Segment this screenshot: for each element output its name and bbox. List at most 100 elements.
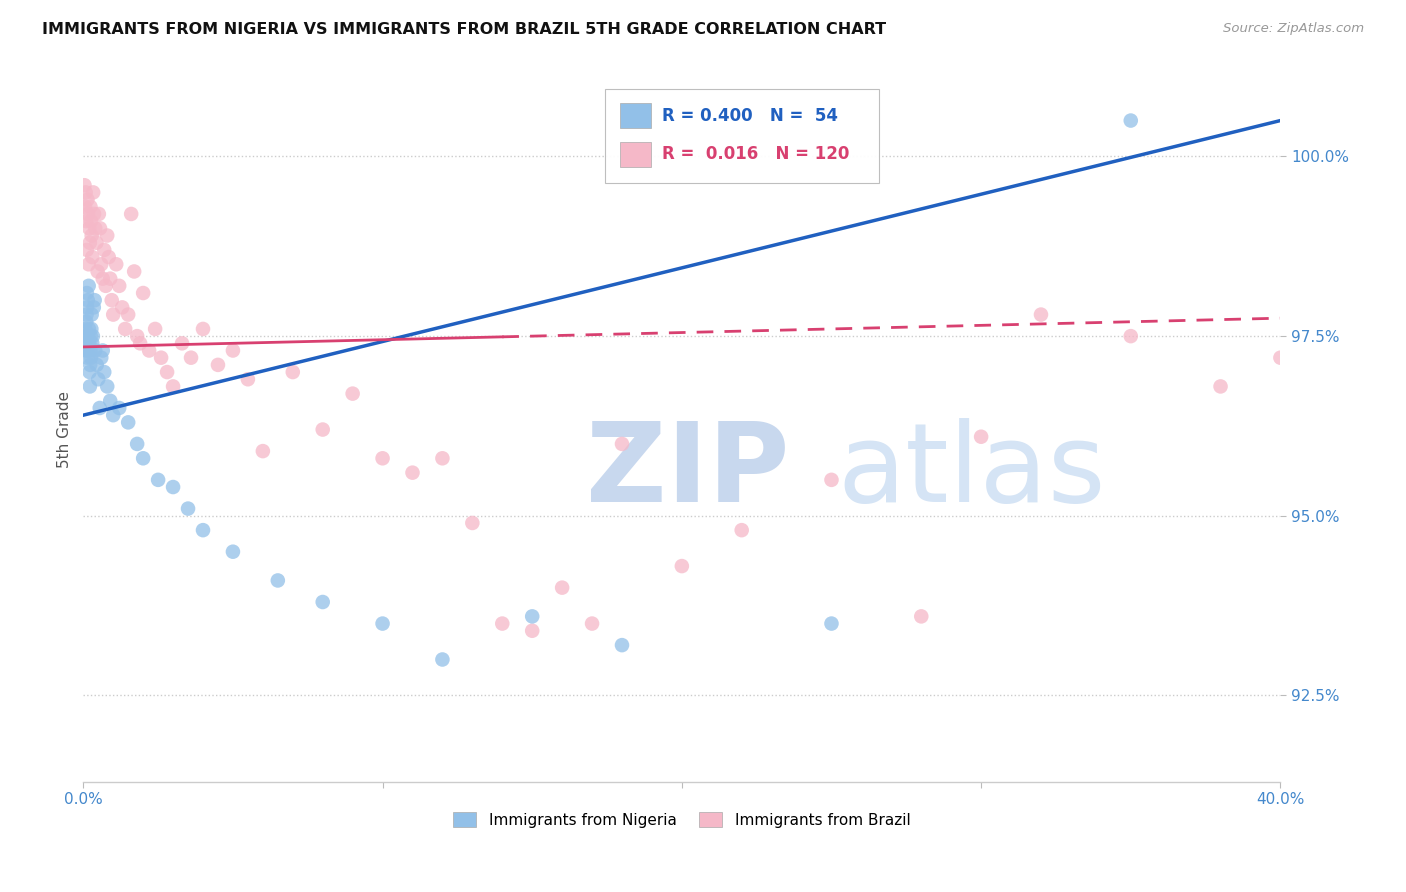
Point: [77, 329, 100, 343]
Point: [77, 221, 100, 235]
Point: [522, 609, 544, 624]
Point: [83, 207, 105, 221]
Point: [312, 423, 335, 437]
Point: [83, 301, 105, 315]
Point: [84, 221, 107, 235]
Point: [82, 250, 104, 264]
Point: [312, 595, 335, 609]
Point: [581, 616, 603, 631]
Point: [89, 221, 111, 235]
Point: [79, 358, 101, 372]
Point: [76, 308, 98, 322]
Point: [91, 343, 114, 358]
Point: [76, 293, 98, 308]
Point: [80, 322, 103, 336]
Point: [132, 451, 155, 466]
Text: Source: ZipAtlas.com: Source: ZipAtlas.com: [1223, 22, 1364, 36]
Point: [77, 336, 100, 351]
Point: [129, 336, 152, 351]
Legend: Immigrants from Nigeria, Immigrants from Brazil: Immigrants from Nigeria, Immigrants from…: [447, 805, 917, 834]
Point: [281, 365, 304, 379]
Text: atlas: atlas: [838, 418, 1107, 525]
Point: [73, 178, 96, 193]
Point: [117, 416, 139, 430]
Point: [80, 228, 103, 243]
Point: [77, 257, 100, 271]
Point: [122, 264, 145, 278]
Point: [94, 278, 117, 293]
Point: [401, 466, 423, 480]
Point: [1209, 379, 1232, 393]
Point: [610, 638, 633, 652]
Point: [93, 365, 115, 379]
Point: [76, 301, 98, 315]
Point: [138, 343, 160, 358]
Point: [86, 358, 108, 372]
Text: R = 0.400   N =  54: R = 0.400 N = 54: [662, 107, 838, 125]
Point: [371, 616, 394, 631]
Point: [79, 379, 101, 393]
Point: [671, 559, 693, 574]
Point: [252, 444, 274, 458]
Point: [127, 329, 149, 343]
Point: [108, 278, 131, 293]
Point: [461, 516, 484, 530]
Point: [80, 308, 103, 322]
Point: [79, 235, 101, 250]
Point: [1119, 329, 1142, 343]
Point: [86, 235, 108, 250]
Point: [222, 343, 245, 358]
Point: [127, 437, 149, 451]
Text: ZIP: ZIP: [586, 418, 789, 525]
Point: [93, 243, 115, 257]
Point: [77, 278, 100, 293]
Point: [1270, 351, 1292, 365]
Point: [76, 351, 98, 365]
Point: [731, 523, 754, 537]
Point: [75, 186, 97, 200]
Y-axis label: 5th Grade: 5th Grade: [58, 391, 72, 468]
Point: [79, 200, 101, 214]
Point: [76, 285, 98, 300]
Point: [79, 343, 101, 358]
Point: [191, 523, 214, 537]
Point: [77, 322, 100, 336]
Point: [103, 308, 125, 322]
Point: [222, 545, 245, 559]
Point: [117, 308, 139, 322]
Point: [96, 228, 118, 243]
Point: [98, 393, 121, 408]
Point: [820, 473, 842, 487]
Point: [114, 322, 136, 336]
Point: [75, 329, 97, 343]
Point: [91, 271, 114, 285]
Point: [207, 358, 229, 372]
Point: [82, 329, 104, 343]
Point: [98, 271, 121, 285]
Point: [177, 501, 200, 516]
Point: [143, 322, 166, 336]
Point: [83, 293, 105, 308]
Point: [236, 372, 259, 386]
Point: [551, 581, 574, 595]
Point: [170, 336, 193, 351]
Point: [910, 609, 932, 624]
Point: [162, 379, 184, 393]
Point: [75, 343, 97, 358]
Point: [73, 336, 96, 351]
Point: [820, 616, 842, 631]
Point: [432, 451, 454, 466]
Point: [76, 243, 98, 257]
Point: [610, 437, 633, 451]
Point: [970, 430, 993, 444]
Point: [96, 379, 118, 393]
Point: [105, 257, 128, 271]
Point: [100, 293, 122, 308]
Point: [491, 616, 513, 631]
Point: [267, 574, 290, 588]
Point: [82, 186, 104, 200]
Point: [180, 351, 202, 365]
Point: [156, 365, 179, 379]
Point: [97, 250, 120, 264]
Point: [80, 351, 103, 365]
